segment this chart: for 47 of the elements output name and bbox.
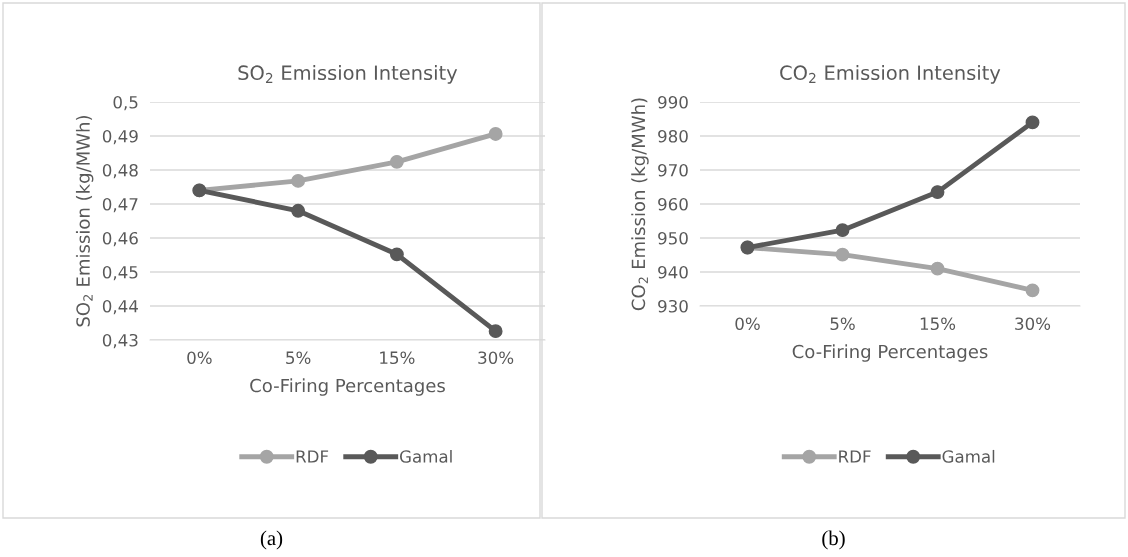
y-tick-label: 0,48: [102, 163, 138, 179]
y-tick-label: 970: [658, 163, 688, 177]
point: [389, 154, 404, 169]
y-tick-label: 990: [658, 95, 688, 109]
point: [488, 127, 503, 141]
y-axis-title: SO$_{2}$ Emission (kg/MWh): [75, 116, 94, 327]
x-tick-label: 30%: [1015, 317, 1051, 331]
text: (b): [822, 530, 845, 550]
y-tick-label: 940: [658, 265, 688, 279]
legend-label: RDF: [296, 450, 329, 463]
point: [835, 247, 850, 262]
y-axis-title: CO$_{2}$ Emission (kg/MWh): [631, 98, 649, 311]
point: [930, 185, 945, 200]
point: [389, 247, 404, 262]
point: [488, 324, 503, 339]
x-tick-label: 15%: [380, 351, 415, 365]
point: [291, 173, 306, 188]
x-tick-label: 5%: [286, 351, 311, 365]
y-tick-label: 0,47: [102, 197, 138, 213]
chart-title: SO$_{2}$ Emission Intensity: [238, 65, 458, 84]
y-tick-label: 980: [658, 129, 688, 143]
legend-label: RDF: [839, 450, 871, 463]
point: [1025, 283, 1040, 298]
chart-title: CO$_{2}$ Emission Intensity: [780, 65, 1001, 84]
y-tick-label: 930: [658, 299, 688, 313]
y-tick-label: 0,44: [102, 299, 138, 315]
x-tick-label: 0%: [735, 317, 760, 331]
text: (a): [260, 530, 283, 550]
x-axis-title: Co-Firing Percentages: [792, 344, 988, 362]
point: [835, 223, 850, 238]
x-tick-label: 15%: [920, 317, 956, 331]
point: [291, 203, 306, 218]
x-tick-label: 30%: [478, 351, 514, 365]
y-tick-label: 0,46: [102, 231, 138, 247]
y-tick-label: 0,5: [113, 95, 138, 111]
x-tick-label: 0%: [187, 351, 212, 365]
legend-label: Gamal: [942, 449, 995, 463]
point: [1025, 115, 1040, 130]
point: [930, 261, 945, 276]
legend-label: Gamal: [400, 449, 452, 463]
y-tick-label: 0,43: [102, 333, 138, 349]
y-tick-label: 960: [658, 197, 688, 211]
y-tick-label: 0,45: [102, 265, 138, 281]
y-tick-label: 0,49: [102, 129, 138, 145]
x-axis-title: Co-Firing Percentages: [250, 378, 445, 396]
x-tick-label: 5%: [830, 317, 855, 331]
y-tick-label: 950: [658, 231, 688, 245]
